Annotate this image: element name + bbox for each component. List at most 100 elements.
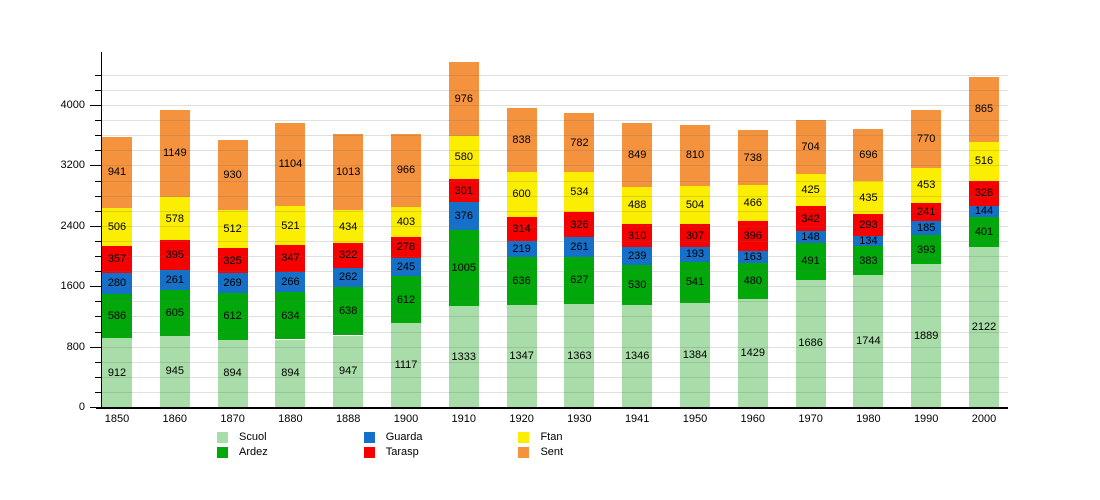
- legend-label-sent: Sent: [540, 446, 564, 458]
- y-axis-minor-tick: [95, 361, 101, 363]
- legend-label-ftan: Ftan: [540, 431, 563, 443]
- bar-segment-guarda-1990: [911, 220, 942, 235]
- legend-swatch-guarda-icon: [363, 431, 375, 443]
- bar-value-guarda-1941: 239: [628, 250, 647, 263]
- bar-segment-ardez-1900: [391, 276, 421, 323]
- bar-value-scuol-1880: 894: [281, 367, 300, 380]
- bar-segment-sent-1970: [795, 120, 826, 174]
- legend: Scuol Ardez Guarda Tarasp Ftan Sent: [217, 430, 563, 459]
- bar-segment-scuol-1980: [853, 275, 884, 407]
- bar-segment-scuol-1870: [217, 339, 248, 407]
- bar-value-ardez-1850: 586: [107, 310, 127, 323]
- bar-segment-scuol-1960: [737, 299, 768, 407]
- bar-value-ardez-1930: 627: [570, 274, 589, 287]
- x-axis-label-2000: 2000: [971, 413, 997, 425]
- legend-swatch-ftan-icon: [518, 431, 530, 443]
- x-axis-label-1880: 1880: [278, 413, 303, 425]
- gridline-2800: [101, 195, 1008, 197]
- gridline-4400: [101, 74, 1008, 76]
- bar-value-sent-1960: 738: [743, 151, 762, 164]
- legend-swatch-ardez-icon: [217, 446, 228, 458]
- bar-segment-ardez-1980: [853, 246, 884, 276]
- gridline-4200: [101, 89, 1008, 91]
- bar-segment-guarda-1970: [795, 231, 826, 243]
- legend-item-ardez: Ardez: [217, 445, 268, 459]
- bar-value-guarda-1960: 163: [743, 250, 762, 263]
- bar-segment-ardez-1941: [622, 265, 653, 306]
- bar-value-ftan-1960: 466: [743, 197, 762, 210]
- bar-value-tarasp-1960: 396: [743, 229, 762, 242]
- gridline-800: [101, 346, 1008, 348]
- bar-segment-scuol-1900: [391, 322, 421, 407]
- y-axis-minor-tick: [95, 210, 101, 212]
- legend-item-scuol: Scuol: [217, 430, 268, 444]
- bar-segment-ardez-1880: [275, 291, 306, 340]
- y-axis-minor-tick: [95, 256, 101, 257]
- bar-value-scuol-1910: 1333: [451, 350, 477, 363]
- bar-value-sent-1941: 849: [628, 149, 647, 162]
- gridline-400: [101, 376, 1008, 378]
- bar-segment-guarda-1980: [853, 236, 884, 247]
- gridline-600: [101, 361, 1008, 363]
- y-axis-label-800: 800: [66, 340, 85, 353]
- bar-value-scuol-1900: 1117: [394, 358, 418, 371]
- bar-segment-guarda-1850: [102, 272, 132, 294]
- bar-value-scuol-1860: 945: [165, 365, 184, 378]
- x-axis-label-1930: 1930: [567, 413, 592, 425]
- bar-value-tarasp-1980: 293: [859, 219, 878, 232]
- y-axis-line: [101, 52, 102, 407]
- y-axis-minor-tick: [95, 240, 101, 242]
- bar-value-scuol-1870: 894: [223, 367, 242, 380]
- bar-value-scuol-1990: 1889: [913, 329, 939, 342]
- bar-value-ftan-1888: 434: [339, 220, 358, 233]
- y-axis-tick-0: [90, 407, 101, 408]
- bar-segment-scuol-1920: [506, 305, 537, 407]
- y-axis-minor-tick: [95, 301, 101, 303]
- bar-value-tarasp-2000: 328: [974, 187, 994, 200]
- x-axis-label-1920: 1920: [509, 413, 534, 425]
- bar-segment-ftan-1880: [275, 206, 306, 246]
- bar-segment-sent-1900: [391, 133, 421, 207]
- bar-segment-guarda-1900: [391, 257, 421, 277]
- gridline-200: [101, 391, 1008, 393]
- bar-segment-scuol-1910: [448, 306, 479, 407]
- bar-segment-scuol-1970: [795, 279, 826, 407]
- bar-segment-tarasp-1920: [506, 217, 537, 241]
- y-axis-minor-tick: [95, 150, 101, 152]
- bar-segment-ftan-1980: [853, 181, 884, 215]
- bar-segment-tarasp-1941: [622, 223, 653, 248]
- bar-value-guarda-1980: 134: [859, 235, 878, 248]
- y-axis-minor-tick: [95, 271, 101, 273]
- bar-value-ftan-1900: 403: [396, 215, 416, 228]
- bar-segment-guarda-1870: [217, 272, 248, 294]
- bar-value-guarda-1900: 245: [396, 261, 416, 274]
- bar-value-ardez-2000: 401: [974, 225, 994, 238]
- bar-value-ardez-1960: 480: [743, 274, 762, 287]
- gridline-3200: [101, 165, 1008, 167]
- gridline-3800: [101, 120, 1008, 122]
- bar-value-scuol-1920: 1347: [509, 350, 534, 363]
- x-axis-label-1990: 1990: [913, 413, 939, 425]
- bar-segment-scuol-1850: [102, 338, 132, 407]
- bar-segment-tarasp-1960: [737, 220, 768, 251]
- gridline-1800: [101, 271, 1008, 273]
- x-axis-label-1860: 1860: [162, 413, 188, 425]
- bar-value-guarda-1860: 261: [165, 274, 184, 287]
- bar-value-ftan-1880: 521: [281, 219, 300, 232]
- bar-value-guarda-2000: 144: [974, 205, 994, 218]
- bar-value-tarasp-1930: 326: [570, 218, 589, 231]
- bar-segment-ardez-1930: [564, 256, 595, 305]
- bar-segment-guarda-1888: [333, 267, 364, 288]
- y-axis-label-1600: 1600: [60, 280, 85, 293]
- x-axis-label-1950: 1950: [682, 413, 708, 425]
- bar-value-ftan-1941: 488: [628, 199, 647, 212]
- bar-value-ardez-1920: 636: [512, 275, 531, 288]
- bar-segment-tarasp-1880: [275, 245, 306, 272]
- bar-value-ftan-1950: 504: [685, 198, 705, 211]
- legend-label-tarasp: Tarasp: [385, 446, 419, 458]
- bar-value-ftan-1910: 580: [454, 151, 473, 164]
- bar-value-tarasp-1990: 241: [917, 205, 936, 218]
- bar-value-ardez-1900: 612: [396, 293, 416, 306]
- x-axis-label-1970: 1970: [798, 413, 823, 425]
